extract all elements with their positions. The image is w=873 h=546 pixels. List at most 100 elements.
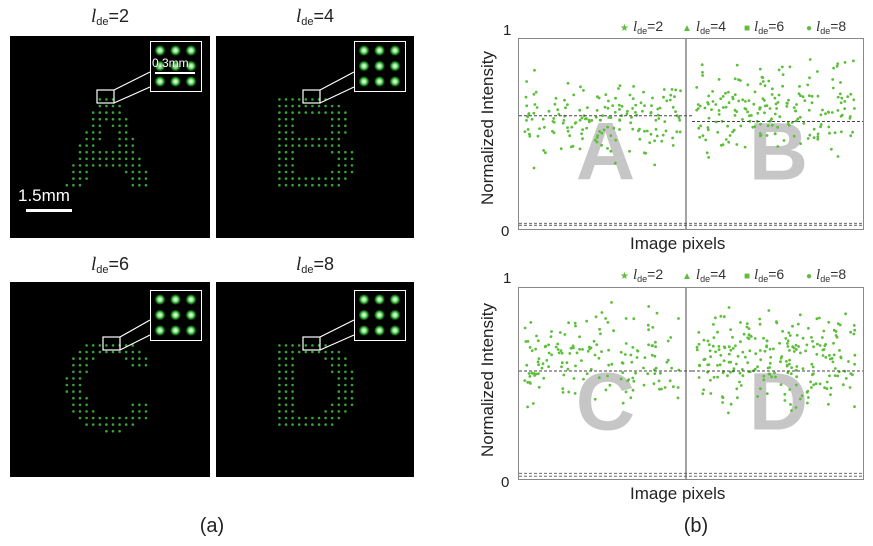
data-point bbox=[825, 380, 829, 384]
data-point bbox=[561, 121, 565, 125]
data-point bbox=[594, 115, 598, 119]
data-point bbox=[651, 326, 655, 329]
data-point bbox=[527, 372, 531, 375]
letter-spot bbox=[278, 137, 281, 141]
data-point bbox=[853, 353, 857, 357]
letter-spot bbox=[337, 144, 341, 147]
data-point bbox=[738, 380, 741, 384]
letter-spot bbox=[337, 183, 341, 187]
letter-spot bbox=[324, 183, 327, 187]
data-point bbox=[731, 335, 734, 339]
data-point bbox=[818, 344, 822, 347]
data-point bbox=[830, 111, 834, 114]
data-point bbox=[579, 85, 582, 89]
data-point bbox=[753, 337, 757, 340]
letter-spot bbox=[278, 157, 281, 161]
data-point bbox=[607, 348, 610, 352]
panel-b-caption: (b) bbox=[683, 515, 709, 537]
data-point bbox=[607, 363, 611, 367]
inset-spot bbox=[358, 294, 370, 305]
data-point bbox=[839, 101, 843, 105]
data-point bbox=[741, 98, 745, 102]
data-point bbox=[786, 345, 790, 348]
data-point bbox=[666, 339, 670, 343]
letter-spot bbox=[311, 177, 314, 180]
data-point bbox=[796, 117, 800, 121]
data-point bbox=[613, 110, 617, 114]
letter-spot bbox=[278, 117, 281, 121]
letter-spot bbox=[72, 363, 75, 367]
letter-spot bbox=[297, 111, 301, 114]
data-point bbox=[573, 321, 577, 325]
data-point bbox=[766, 124, 770, 128]
data-point bbox=[709, 392, 713, 395]
data-point bbox=[832, 341, 835, 345]
data-point bbox=[795, 375, 799, 379]
data-point bbox=[620, 104, 624, 108]
data-point bbox=[586, 349, 590, 353]
data-point bbox=[822, 329, 826, 333]
letter-spot bbox=[278, 177, 281, 180]
letter-spot bbox=[138, 164, 141, 167]
panel-a-caption: (a) bbox=[199, 515, 225, 537]
letter-spot bbox=[330, 117, 334, 121]
data-point bbox=[671, 136, 674, 140]
letter-spot-array-d bbox=[278, 344, 354, 426]
data-point bbox=[547, 365, 550, 368]
data-point bbox=[835, 335, 839, 339]
letter-spot bbox=[284, 377, 288, 380]
data-point bbox=[707, 343, 711, 347]
letter-spot bbox=[111, 111, 115, 114]
inset-spot bbox=[389, 294, 401, 305]
data-point bbox=[655, 134, 659, 138]
data-point bbox=[714, 350, 717, 354]
data-point bbox=[592, 339, 596, 343]
letter-spot bbox=[78, 177, 82, 180]
background-letter: A bbox=[576, 107, 635, 198]
letter-spot bbox=[278, 150, 281, 154]
inset-spot bbox=[185, 76, 197, 87]
data-point bbox=[763, 104, 767, 108]
letter-spot bbox=[78, 350, 82, 354]
data-point bbox=[824, 343, 828, 346]
data-point bbox=[736, 354, 740, 358]
inset-spot bbox=[154, 76, 166, 87]
data-point bbox=[788, 388, 792, 391]
data-point bbox=[721, 371, 725, 375]
data-point bbox=[674, 110, 677, 113]
data-point bbox=[786, 371, 790, 375]
data-point bbox=[578, 118, 582, 122]
letter-spot bbox=[138, 183, 141, 187]
data-point bbox=[701, 392, 705, 396]
data-point bbox=[621, 371, 625, 374]
data-point bbox=[724, 105, 728, 109]
letter-spot bbox=[311, 137, 314, 141]
data-point bbox=[643, 129, 646, 133]
data-point bbox=[657, 379, 661, 383]
data-point bbox=[543, 345, 547, 349]
data-point bbox=[562, 373, 566, 377]
data-point bbox=[580, 116, 584, 120]
data-point bbox=[563, 98, 566, 102]
data-point bbox=[585, 372, 589, 376]
data-point bbox=[773, 132, 777, 136]
data-point bbox=[697, 376, 701, 379]
data-point bbox=[580, 359, 583, 362]
data-point bbox=[800, 394, 804, 398]
data-point bbox=[762, 374, 766, 378]
letter-spot bbox=[78, 164, 82, 167]
data-point bbox=[575, 351, 579, 355]
letter-spot bbox=[105, 98, 108, 101]
letter-spot bbox=[124, 170, 128, 174]
data-point bbox=[712, 375, 716, 379]
letter-spot bbox=[91, 164, 95, 167]
letter-spot bbox=[291, 423, 294, 426]
letter-spot bbox=[85, 177, 88, 180]
letter-spot bbox=[98, 104, 102, 108]
data-point bbox=[779, 360, 782, 364]
data-point bbox=[556, 342, 560, 346]
data-point bbox=[843, 107, 847, 110]
letter-spot bbox=[85, 363, 88, 367]
data-point bbox=[567, 321, 570, 325]
data-point bbox=[542, 149, 545, 152]
